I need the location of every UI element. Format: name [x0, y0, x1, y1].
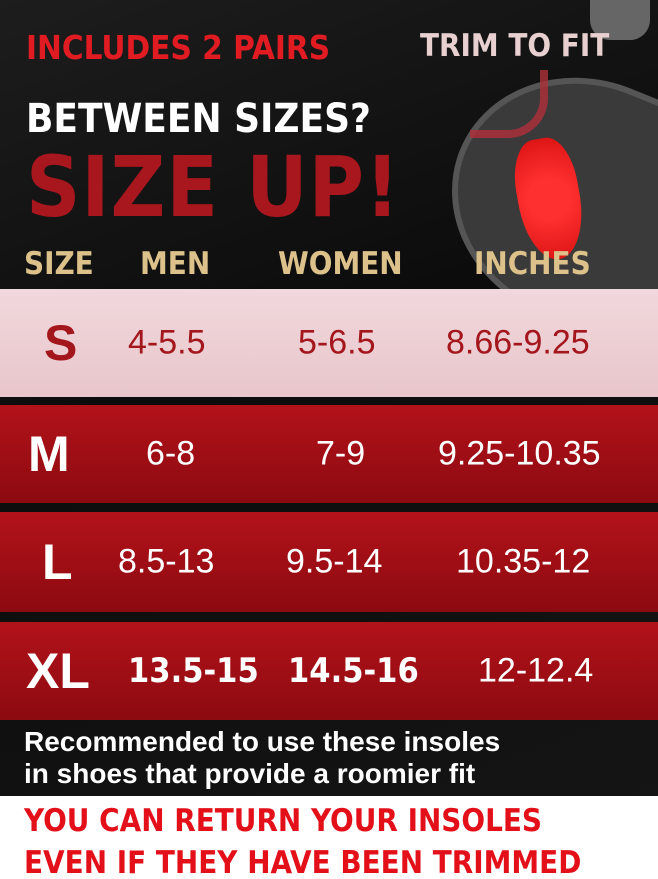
returns-line-1: YOU CAN RETURN YOUR INSOLES — [24, 803, 542, 839]
between-sizes-question: BETWEEN SIZES? — [26, 96, 371, 142]
size-up-headline: SIZE UP! — [26, 138, 401, 236]
header-women: WOMEN — [278, 246, 403, 282]
size-cell: S — [44, 315, 78, 371]
returns-line-2: EVEN IF THEY HAVE BEEN TRIMMED — [24, 845, 582, 879]
table-row: L 8.5-13 9.5-14 10.35-12 — [0, 512, 658, 612]
returns-notice: YOU CAN RETURN YOUR INSOLES EVEN IF THEY… — [24, 800, 581, 879]
returns-panel — [0, 796, 658, 879]
men-cell: 6-8 — [146, 434, 196, 473]
inches-cell: 10.35-12 — [456, 542, 591, 581]
inches-cell: 9.25-10.35 — [438, 434, 601, 473]
header-men: MEN — [140, 246, 211, 282]
includes-2-pairs: INCLUDES 2 PAIRS — [26, 28, 331, 67]
scissors-icon — [590, 0, 650, 40]
note-line-1: Recommended to use these insoles — [24, 726, 501, 757]
men-cell: 8.5-13 — [118, 542, 215, 581]
inches-cell: 12-12.4 — [478, 651, 594, 690]
women-cell: 5-6.5 — [298, 323, 376, 362]
table-row: S 4-5.5 5-6.5 8.66-9.25 — [0, 289, 658, 397]
table-row: M 6-8 7-9 9.25-10.35 — [0, 405, 658, 503]
men-cell: 13.5-15 — [128, 651, 259, 691]
size-cell: M — [28, 426, 70, 482]
size-cell: L — [42, 534, 73, 590]
table-row: XL 13.5-15 14.5-16 12-12.4 — [0, 622, 658, 720]
header-size: SIZE — [24, 246, 94, 282]
header-inches: INCHES — [474, 246, 591, 282]
inches-cell: 8.66-9.25 — [446, 323, 590, 362]
note-line-2: in shoes that provide a roomier fit — [24, 758, 476, 789]
trim-to-fit: TRIM TO FIT — [420, 28, 610, 64]
women-cell: 7-9 — [316, 434, 366, 473]
size-cell: XL — [26, 643, 90, 699]
women-cell: 14.5-16 — [288, 651, 419, 691]
men-cell: 4-5.5 — [128, 323, 206, 362]
curved-arrow-icon — [470, 70, 548, 138]
women-cell: 9.5-14 — [286, 542, 383, 581]
recommendation-note: Recommended to use these insoles in shoe… — [24, 726, 500, 790]
